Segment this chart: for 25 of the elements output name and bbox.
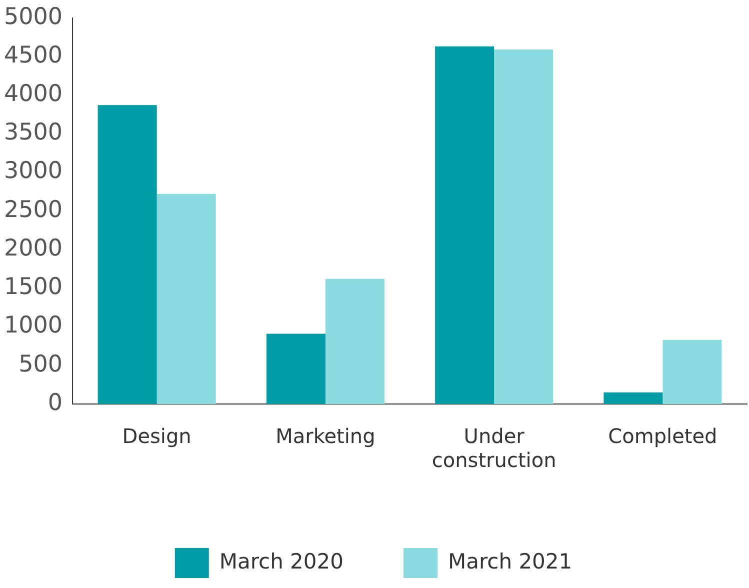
legend-label: March 2021 (448, 549, 572, 574)
bar (435, 46, 494, 404)
bar (494, 49, 554, 404)
x-tick-label: Design (122, 424, 192, 448)
x-tick-label: Marketing (276, 424, 376, 448)
bar (662, 340, 722, 404)
y-tick-label: 5000 (4, 4, 63, 30)
bar (325, 278, 384, 404)
legend-label: March 2020 (219, 549, 344, 574)
y-tick-label: 500 (18, 351, 63, 378)
x-tick-label: Completed (608, 424, 718, 448)
y-tick-label: 1500 (4, 274, 63, 300)
y-tick-label: 2500 (4, 196, 63, 223)
y-tick-label: 3500 (4, 120, 63, 146)
x-tick-label: Under construction (432, 424, 556, 472)
bar (604, 392, 663, 404)
bar (156, 194, 216, 404)
y-tick-label: 4500 (4, 42, 63, 68)
y-tick-label: 3000 (4, 158, 63, 184)
y-tick-label: 4000 (4, 81, 63, 108)
y-tick-label: 0 (48, 390, 63, 416)
y-tick-label: 1000 (4, 312, 63, 339)
bar (98, 105, 157, 404)
y-tick-label: 2000 (4, 235, 63, 262)
bar (266, 334, 326, 404)
